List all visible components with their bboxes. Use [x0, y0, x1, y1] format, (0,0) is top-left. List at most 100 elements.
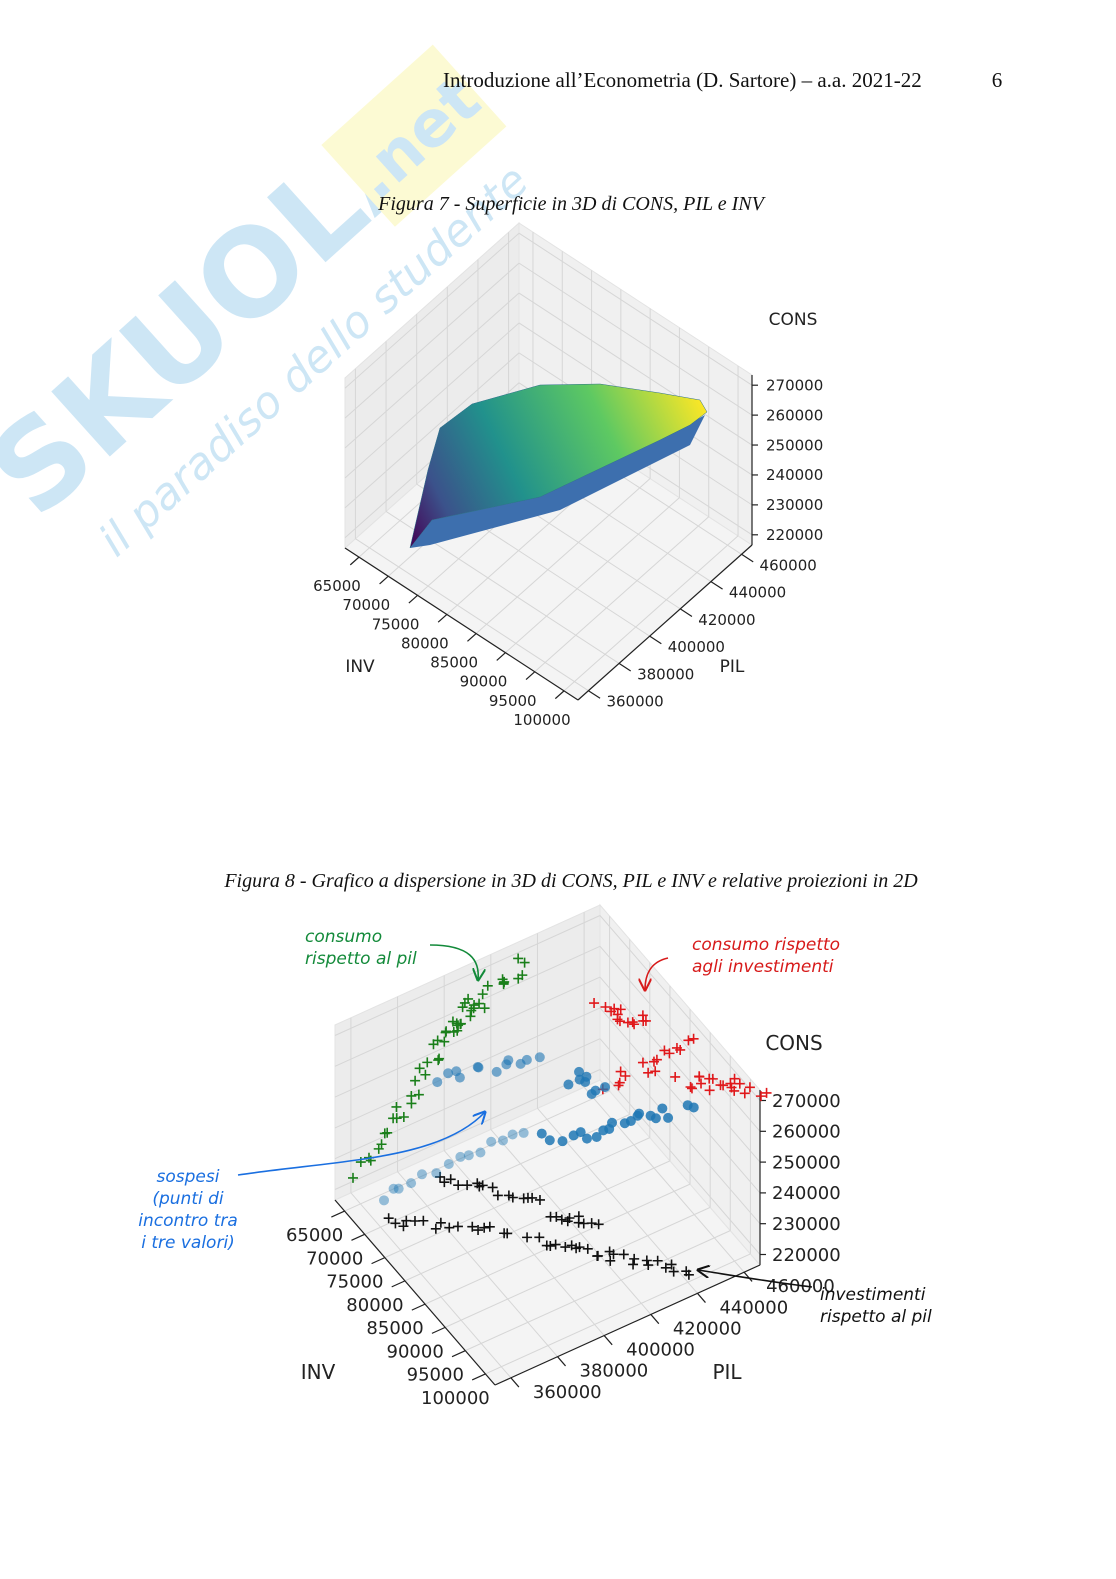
x-tick-label: 75000 [326, 1272, 383, 1293]
scatter-plus [534, 1232, 545, 1243]
scatter-plus [376, 1139, 387, 1150]
scatter-plus [600, 1002, 611, 1013]
scatter-plus [390, 1218, 401, 1229]
axis-line [334, 1199, 496, 1386]
scatter-plus [477, 1180, 488, 1191]
grid-line [404, 1160, 671, 1282]
scatter-dot [634, 1108, 645, 1119]
y-tick-label: 460000 [760, 556, 817, 574]
scatter-plus [744, 1082, 755, 1093]
scatter-plus [637, 1010, 648, 1021]
note-arrow [645, 957, 669, 990]
axis-label: PIL [712, 1360, 742, 1384]
scatter-plus [479, 1003, 490, 1014]
tick-mark [451, 1350, 466, 1358]
scatter-plus [433, 1055, 444, 1066]
scatter-plus [482, 980, 493, 991]
scatter-plus [582, 1243, 593, 1254]
y-tick-label: 460000 [766, 1276, 835, 1297]
scatter-plus [435, 1217, 446, 1228]
handwritten-note: rispetto al pil [820, 1307, 932, 1327]
x-tick-label: 75000 [372, 615, 420, 633]
scatter-plus [574, 1242, 585, 1253]
scatter-plus [612, 1009, 623, 1020]
scatter-plus [401, 1215, 412, 1226]
scatter-plus [473, 1225, 484, 1236]
z-tick-label: 260000 [772, 1122, 841, 1143]
scatter-plus [463, 993, 474, 1004]
axis-label: CONS [765, 1031, 822, 1055]
y-tick-label: 440000 [719, 1297, 788, 1318]
axis-label: PIL [720, 657, 745, 677]
scatter-plus [704, 1085, 715, 1096]
scatter-plus [498, 977, 509, 988]
grid-line [599, 945, 761, 1132]
scatter-plus [398, 1111, 409, 1122]
scatter-plus [643, 1067, 654, 1078]
scatter-plus [668, 1266, 679, 1277]
z-tick-label: 250000 [766, 436, 823, 454]
scatter-plus [474, 998, 485, 1009]
y-tick-label: 440000 [729, 584, 786, 602]
tick-mark [408, 594, 418, 604]
handwritten-note: (punti di [152, 1189, 224, 1209]
tick-mark [679, 608, 693, 617]
x-tick-label: 85000 [366, 1318, 423, 1339]
grid-line [599, 1069, 761, 1255]
scatter-plus [517, 970, 528, 981]
handwritten-note: rispetto al pil [305, 949, 417, 969]
x-tick-label: 70000 [306, 1248, 363, 1269]
scatter-plus [406, 1090, 417, 1101]
grid-line [563, 535, 739, 692]
scatter-dot [586, 1089, 597, 1100]
scatter-dot [518, 1127, 529, 1138]
tick-mark [431, 1326, 446, 1334]
scatter-plus [453, 1020, 464, 1031]
scatter-plus [519, 957, 530, 968]
scatter-plus [615, 1004, 626, 1015]
scatter-plus [573, 1211, 584, 1222]
tick-mark [349, 556, 360, 566]
tick-mark [391, 1280, 406, 1288]
scatter-plus [527, 1192, 538, 1203]
scatter-dot [625, 1116, 636, 1127]
scatter-plus [643, 1260, 654, 1271]
scatter-plus [430, 1223, 441, 1234]
scatter-dot [544, 1135, 555, 1146]
tick-mark [650, 1314, 660, 1325]
tick-mark [371, 1257, 386, 1265]
scatter-plus [477, 989, 488, 1000]
scatter-plus [444, 1222, 455, 1233]
scatter-plus [513, 953, 524, 964]
scatter-plus [683, 1035, 694, 1046]
scatter-dot [475, 1147, 486, 1158]
scatter-dot [507, 1129, 518, 1140]
scatter-dot [455, 1151, 466, 1162]
scatter-plus [413, 1089, 424, 1100]
grid-line [444, 1206, 711, 1328]
scatter-plus [452, 1025, 463, 1036]
scatter-dot [486, 1136, 497, 1147]
tick-mark [471, 1373, 486, 1381]
z-tick-label: 250000 [772, 1152, 841, 1173]
scatter-plus [469, 1000, 480, 1011]
grid-line [344, 262, 520, 419]
tick-mark [741, 553, 754, 563]
scatter-plus [660, 1262, 671, 1273]
scatter-plus [620, 1071, 631, 1082]
tick-mark [743, 1271, 753, 1282]
grid-line [334, 1069, 601, 1190]
z-tick-label: 220000 [772, 1245, 841, 1266]
handwritten-note: consumo [305, 927, 382, 947]
scatter-plus [545, 1240, 556, 1251]
scatter-plus [467, 1221, 478, 1232]
z-tick-label: 270000 [772, 1091, 841, 1112]
scatter-plus [615, 1066, 626, 1077]
grid-line [334, 1038, 601, 1160]
grid-line [518, 292, 753, 446]
scatter-plus [718, 1080, 729, 1091]
grid-line [334, 1007, 601, 1129]
scatter-plus [348, 1172, 359, 1183]
scatter-plus [589, 998, 600, 1009]
scatter-plus [457, 1002, 468, 1013]
